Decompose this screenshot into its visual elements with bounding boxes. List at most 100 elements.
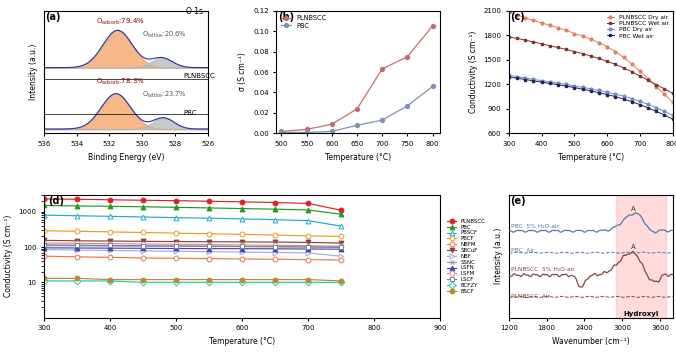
X-axis label: Binding Energy (eV): Binding Energy (eV)	[88, 152, 164, 162]
PBC Dry air	[513, 74, 521, 79]
PBC Dry air	[587, 87, 595, 91]
Line: SSNC: SSNC	[41, 243, 343, 250]
PLNBSCC	[337, 208, 345, 213]
BCFZY	[238, 280, 246, 285]
Line: PLNBSCC Wet air: PLNBSCC Wet air	[508, 35, 674, 95]
PBC Wet air	[546, 81, 554, 85]
LSCF	[238, 244, 246, 249]
PLNBSCC Wet air	[537, 42, 546, 46]
BSCF	[337, 279, 345, 283]
Text: O$_{\rm adsorb}$:78.3%: O$_{\rm adsorb}$:78.3%	[97, 77, 145, 87]
NBF	[106, 249, 114, 253]
SSNC	[106, 244, 114, 248]
PBC Wet air	[660, 113, 669, 117]
PLNBSCC Wet air	[521, 38, 529, 42]
LSFN	[106, 246, 114, 250]
SSNC	[40, 244, 48, 248]
PBC	[378, 118, 386, 122]
BCFZY	[139, 280, 147, 285]
PLNBSCC Dry air	[521, 16, 529, 20]
PBC Wet air	[554, 83, 562, 87]
NBF	[304, 251, 312, 255]
Text: O$_{\rm lattice}$:23.7%: O$_{\rm lattice}$:23.7%	[142, 90, 187, 100]
NBF	[73, 248, 81, 252]
PLNBSCC	[304, 201, 312, 205]
PBC Wet air	[669, 117, 676, 121]
PLNBSCC	[172, 199, 180, 203]
Text: A: A	[631, 206, 635, 212]
PBC Wet air	[537, 80, 546, 84]
PBC	[337, 212, 345, 216]
NBFM	[172, 256, 180, 261]
PLNBSCC Dry air	[611, 49, 619, 54]
LSCF	[139, 244, 147, 248]
PLNBSCC Wet air	[554, 45, 562, 49]
Line: BSCF: BSCF	[41, 276, 343, 283]
LSFN	[40, 246, 48, 250]
X-axis label: Temperature (°C): Temperature (°C)	[209, 337, 275, 346]
PBC	[404, 104, 412, 108]
PLNBSCC Dry air	[587, 37, 595, 41]
PLNBSCC Wet air	[660, 87, 669, 91]
NBFM	[205, 257, 213, 261]
BSCF	[304, 277, 312, 282]
PLNBSCC	[106, 198, 114, 202]
PBC Wet air	[636, 102, 644, 107]
SBCuF	[271, 240, 279, 244]
PBC Dry air	[652, 106, 660, 110]
PBCF	[238, 232, 246, 237]
PBC Dry air	[571, 84, 579, 88]
PLNBSCC Dry air	[619, 55, 627, 59]
Text: O$_{\rm lattice}$:20.6%: O$_{\rm lattice}$:20.6%	[142, 30, 187, 40]
NBF	[337, 254, 345, 258]
PBC Wet air	[579, 87, 587, 91]
PLNBSCC Dry air	[505, 10, 513, 14]
Line: PBSCF: PBSCF	[41, 213, 343, 229]
Y-axis label: Intensity (a.u.): Intensity (a.u.)	[494, 228, 504, 285]
BSCF	[73, 276, 81, 281]
SBCuF	[106, 239, 114, 243]
PBSCF	[73, 214, 81, 218]
LSFM	[304, 244, 312, 248]
PBC	[277, 130, 285, 134]
PBC Dry air	[595, 88, 603, 92]
NBFM	[106, 255, 114, 259]
Y-axis label: Intensity (a.u.): Intensity (a.u.)	[29, 44, 39, 100]
PBSCF	[205, 216, 213, 220]
NBF	[139, 249, 147, 253]
PLNBSCC Wet air	[529, 40, 537, 44]
PLNBSCC	[238, 200, 246, 204]
PLNBSCC Wet air	[505, 35, 513, 39]
PBC	[304, 208, 312, 212]
PBC	[429, 84, 437, 89]
PLNBSCC Wet air	[619, 66, 627, 70]
SBCuF	[172, 239, 180, 244]
Text: (c): (c)	[510, 12, 525, 22]
PBC Dry air	[562, 82, 571, 86]
Text: PBC  Air: PBC Air	[511, 248, 534, 253]
PLNBSCC	[139, 198, 147, 202]
LSCF	[205, 244, 213, 248]
PBSCF	[271, 217, 279, 222]
PBC	[40, 203, 48, 208]
X-axis label: Wavenumber (cm⁻¹): Wavenumber (cm⁻¹)	[552, 337, 629, 346]
LSCF	[172, 244, 180, 248]
Bar	[616, 195, 667, 318]
LSFM	[73, 241, 81, 245]
Legend: PLNBSCC, PBC, PBSCF, PBCF, NBFM, SBCuF, NBF, SSNC, LSFN, LSFM, LSCF, BCFZY, BSCF: PLNBSCC, PBC, PBSCF, PBCF, NBFM, SBCuF, …	[447, 218, 485, 294]
LSFN	[304, 247, 312, 251]
Text: PBC: PBC	[183, 109, 197, 115]
NBF	[238, 250, 246, 254]
Line: PLNBSCC: PLNBSCC	[41, 197, 343, 213]
PBC Wet air	[513, 76, 521, 80]
LSFN	[172, 246, 180, 251]
Line: PBC Dry air: PBC Dry air	[508, 74, 674, 117]
BCFZY	[40, 279, 48, 283]
PBC	[205, 206, 213, 210]
PBC Wet air	[571, 85, 579, 90]
Line: BCFZY: BCFZY	[41, 279, 343, 285]
Line: LSFN: LSFN	[41, 245, 343, 252]
SSNC	[205, 244, 213, 249]
Text: PLNBSCC: PLNBSCC	[183, 73, 215, 79]
BCFZY	[73, 279, 81, 283]
